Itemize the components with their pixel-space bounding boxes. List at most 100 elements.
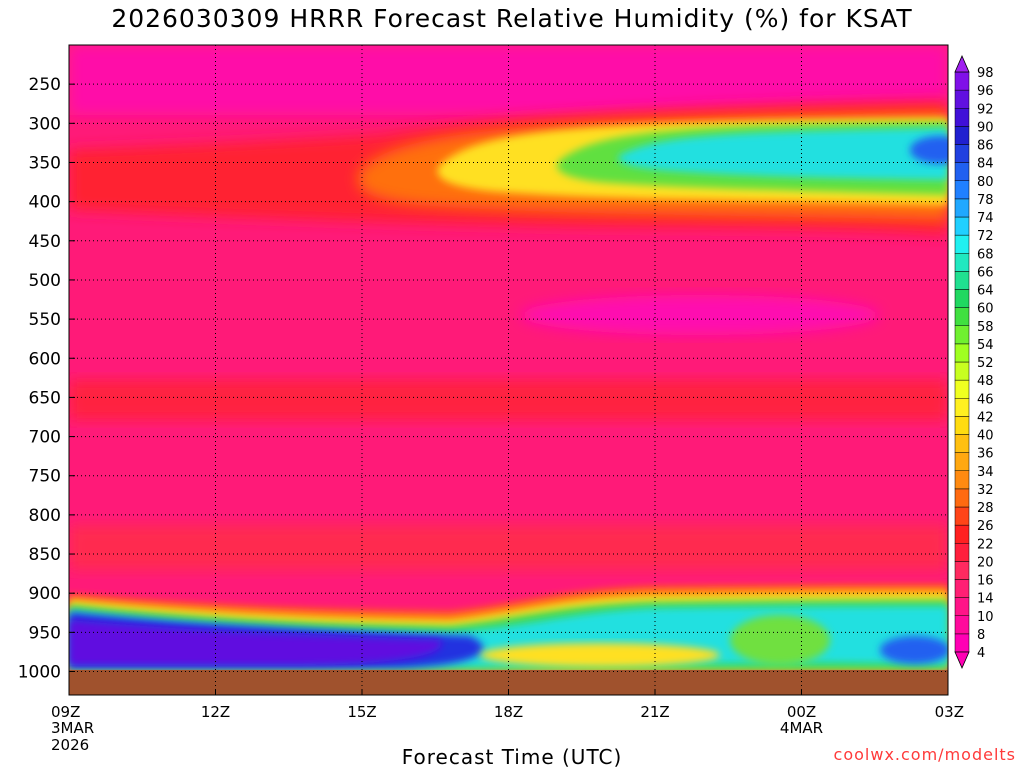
- colorbar-label: 60: [977, 302, 994, 317]
- colorbar-swatch: [954, 234, 970, 254]
- y-tick-label: 600: [29, 349, 61, 369]
- y-tick-label: 1000: [18, 663, 61, 683]
- colorbar-swatch: [954, 597, 970, 616]
- colorbar-swatch: [954, 379, 970, 399]
- colorbar-swatch: [954, 126, 970, 145]
- x-tick-label: 21Z: [640, 703, 669, 721]
- plot-area: [69, 45, 948, 695]
- colorbar-swatch: [954, 289, 970, 308]
- colorbar-swatch: [954, 470, 970, 490]
- colorbar-swatch: [954, 108, 970, 127]
- colorbar-label: 74: [977, 211, 994, 226]
- colorbar-label: 22: [977, 537, 994, 552]
- colorbar-label: 68: [977, 247, 994, 262]
- colorbar-label: 42: [977, 410, 994, 425]
- colorbar-swatch: [954, 144, 970, 163]
- dry-pocket: [520, 295, 880, 335]
- colorbar-label: 10: [977, 610, 994, 625]
- colorbar-label: 4: [977, 646, 985, 661]
- colorbar-swatch: [954, 615, 970, 635]
- colorbar-label: 8: [977, 628, 985, 643]
- colorbar-label: 52: [977, 356, 994, 371]
- grid-lines: [68, 45, 949, 695]
- colorbar-label: 90: [977, 120, 994, 135]
- colorbar-swatch: [954, 579, 970, 598]
- y-tick-label: 950: [29, 623, 61, 643]
- colorbar-swatch: [954, 561, 970, 580]
- colorbar-swatch: [954, 524, 970, 544]
- colorbar-swatch: [954, 343, 970, 363]
- y-axis: 250 300 350 400 450 500 550 600 650 700 750 800 850 9…: [18, 75, 75, 683]
- y-tick-label: 350: [29, 153, 61, 173]
- boundary-green-pocket: [730, 615, 830, 665]
- colorbar-swatch: [954, 89, 970, 109]
- colorbar-label: 40: [977, 429, 994, 444]
- colorbar-label: 32: [977, 483, 994, 498]
- boundary-blue-pocket: [880, 636, 948, 664]
- colorbar-top-arrow: [954, 55, 970, 73]
- colorbar-label: 78: [977, 193, 994, 208]
- colorbar-label: 28: [977, 501, 994, 516]
- chart-title: 2026030309 HRRR Forecast Relative Humidi…: [111, 4, 913, 33]
- colorbar-swatch: [954, 452, 970, 471]
- y-tick-label: 500: [29, 271, 61, 291]
- colorbar-label: 34: [977, 465, 994, 480]
- boundary-purple-core: [69, 620, 442, 665]
- x-tick-label: 03Z: [935, 703, 964, 721]
- x-tick-label: 18Z: [494, 703, 523, 721]
- y-tick-label: 550: [29, 310, 61, 330]
- colorbar-swatch: [954, 434, 970, 453]
- x-tick-label: 15Z: [347, 703, 376, 721]
- y-tick-label: 850: [29, 545, 61, 565]
- colorbar-label: 48: [977, 374, 994, 389]
- credit-text: coolwx.com/modelts: [833, 745, 1016, 764]
- colorbar-label: 96: [977, 84, 994, 99]
- upper-cyan-band: [618, 128, 948, 180]
- x-axis-label: Forecast Time (UTC): [401, 745, 623, 769]
- x-tick-sublabel: 4MAR: [780, 719, 823, 737]
- colorbar-label: 80: [977, 175, 994, 190]
- colorbar-bottom-arrow: [954, 651, 970, 669]
- colorbar-swatch: [954, 71, 970, 91]
- y-tick-label: 450: [29, 232, 61, 252]
- colorbar-label: 16: [977, 574, 994, 589]
- colorbar-swatch: [954, 543, 970, 562]
- y-tick-label: 650: [29, 388, 61, 408]
- colorbar-swatch: [954, 180, 970, 200]
- x-tick-label: 00Z: [787, 703, 816, 721]
- y-tick-label: 300: [29, 114, 61, 134]
- colorbar-label: 92: [977, 102, 994, 117]
- colorbar-label: 86: [977, 139, 994, 154]
- colorbar-swatch: [954, 633, 970, 653]
- colorbar-swatch: [954, 416, 970, 435]
- colorbar-label: 36: [977, 447, 994, 462]
- colorbar-swatch: [954, 216, 970, 236]
- colorbar-label: 84: [977, 157, 994, 172]
- colorbar-label: 98: [977, 66, 994, 81]
- colorbar-swatch: [954, 162, 970, 181]
- colorbar-swatch: [954, 506, 970, 526]
- x-tick-label: 09Z: [51, 703, 80, 721]
- y-tick-label: 700: [29, 428, 61, 448]
- colorbar-swatch: [954, 361, 970, 381]
- low-red-band: [69, 525, 948, 570]
- y-tick-label: 750: [29, 467, 61, 487]
- x-tick-sublabel: 3MAR: [51, 719, 94, 737]
- colorbar: 4810141620222628323436404246485254586064…: [954, 55, 994, 669]
- y-tick-label: 250: [29, 75, 61, 95]
- boundary-yellow-pocket: [480, 643, 720, 667]
- colorbar-label: 46: [977, 392, 994, 407]
- colorbar-swatch: [954, 271, 970, 290]
- dry-band-top: [69, 45, 948, 115]
- colorbar-label: 72: [977, 229, 994, 244]
- colorbar-swatch: [954, 325, 970, 345]
- x-tick-label: 12Z: [201, 703, 230, 721]
- colorbar-label: 66: [977, 265, 994, 280]
- colorbar-label: 54: [977, 338, 994, 353]
- colorbar-swatch: [954, 488, 970, 508]
- colorbar-label: 64: [977, 284, 994, 299]
- x-tick-sublabel: 2026: [51, 736, 89, 754]
- y-tick-label: 400: [29, 193, 61, 213]
